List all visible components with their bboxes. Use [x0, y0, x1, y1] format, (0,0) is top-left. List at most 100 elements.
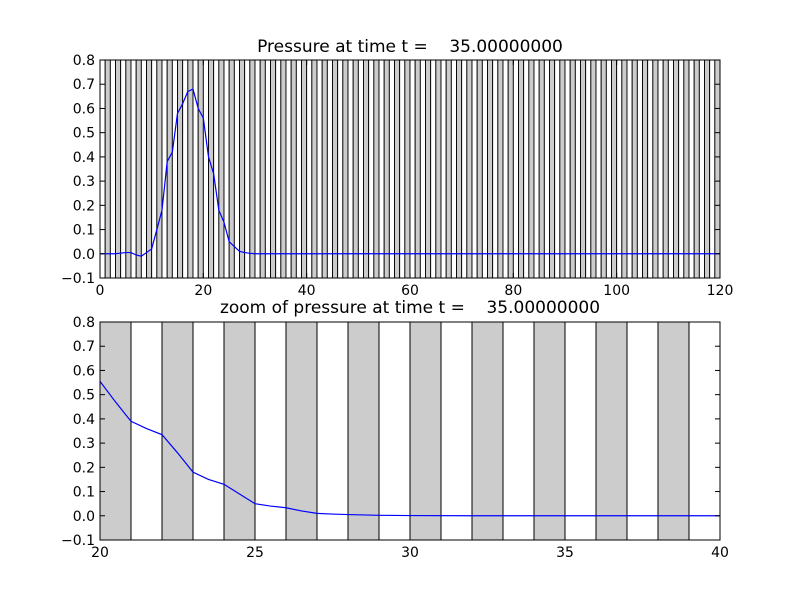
- band: [332, 59, 339, 279]
- band: [585, 59, 592, 279]
- band: [693, 59, 700, 279]
- band: [316, 321, 349, 541]
- band: [626, 59, 633, 279]
- y-tick-label: 0.2: [73, 460, 95, 476]
- band: [652, 59, 659, 279]
- band: [254, 59, 261, 279]
- band: [673, 59, 680, 279]
- band: [616, 59, 623, 279]
- band: [254, 321, 287, 541]
- band: [456, 59, 463, 279]
- band: [337, 59, 344, 279]
- band: [554, 59, 561, 279]
- band: [399, 59, 406, 279]
- band: [161, 321, 194, 541]
- band: [130, 321, 163, 541]
- band: [564, 321, 597, 541]
- y-tick-label: 0.1: [73, 223, 95, 239]
- band: [425, 59, 432, 279]
- band: [445, 59, 452, 279]
- y-tick-label: 0.1: [73, 485, 95, 501]
- band: [239, 59, 246, 279]
- band: [130, 59, 137, 279]
- band: [507, 59, 514, 279]
- band: [202, 59, 209, 279]
- band: [135, 59, 142, 279]
- x-tick-label: 25: [246, 545, 264, 561]
- x-tick-label: 120: [707, 283, 734, 299]
- band: [99, 321, 132, 541]
- y-tick-label: 0.0: [73, 509, 95, 525]
- band: [378, 59, 385, 279]
- y-tick-label: 0.3: [73, 174, 95, 190]
- band: [177, 59, 184, 279]
- band: [347, 321, 380, 541]
- band: [688, 59, 695, 279]
- y-tick-label: 0.4: [73, 412, 95, 428]
- band: [492, 59, 499, 279]
- band-group: [99, 59, 721, 279]
- band: [538, 59, 545, 279]
- band: [461, 59, 468, 279]
- band: [631, 59, 638, 279]
- band: [233, 59, 240, 279]
- band: [409, 59, 416, 279]
- band: [347, 59, 354, 279]
- x-tick-label: 0: [96, 283, 105, 299]
- band: [140, 59, 147, 279]
- x-tick-label: 80: [504, 283, 522, 299]
- x-tick-label: 30: [401, 545, 419, 561]
- band: [600, 59, 607, 279]
- band: [487, 59, 494, 279]
- x-tick-label: 40: [711, 545, 729, 561]
- band: [259, 59, 266, 279]
- band: [549, 59, 556, 279]
- y-tick-label: 0.6: [73, 101, 95, 117]
- band: [414, 59, 421, 279]
- band: [450, 59, 457, 279]
- band: [523, 59, 530, 279]
- band: [311, 59, 318, 279]
- x-tick-label: 35: [556, 545, 574, 561]
- band: [440, 59, 447, 279]
- band: [301, 59, 308, 279]
- band: [104, 59, 111, 279]
- band: [264, 59, 271, 279]
- band: [688, 321, 721, 541]
- band: [275, 59, 282, 279]
- band: [208, 59, 215, 279]
- band: [306, 59, 313, 279]
- y-tick-label: 0.2: [73, 198, 95, 214]
- band: [280, 59, 287, 279]
- band: [120, 59, 127, 279]
- band: [316, 59, 323, 279]
- band: [435, 59, 442, 279]
- band: [590, 59, 597, 279]
- band: [471, 59, 478, 279]
- band: [249, 59, 256, 279]
- y-tick-label: 0.0: [73, 247, 95, 263]
- y-tick-label: 0.4: [73, 150, 95, 166]
- band: [497, 59, 504, 279]
- x-tick-label: 60: [401, 283, 419, 299]
- band: [574, 59, 581, 279]
- band: [213, 59, 220, 279]
- band: [533, 321, 566, 541]
- band: [512, 59, 519, 279]
- band: [667, 59, 674, 279]
- band: [223, 321, 256, 541]
- y-tick-label: −0.1: [61, 533, 95, 549]
- band: [481, 59, 488, 279]
- band: [502, 59, 509, 279]
- band: [109, 59, 116, 279]
- band: [295, 59, 302, 279]
- band: [285, 59, 292, 279]
- band: [352, 59, 359, 279]
- x-tick-label: 20: [194, 283, 212, 299]
- band: [476, 59, 483, 279]
- band: [657, 59, 664, 279]
- band: [559, 59, 566, 279]
- x-tick-label: 100: [603, 283, 630, 299]
- band: [471, 321, 504, 541]
- band: [440, 321, 473, 541]
